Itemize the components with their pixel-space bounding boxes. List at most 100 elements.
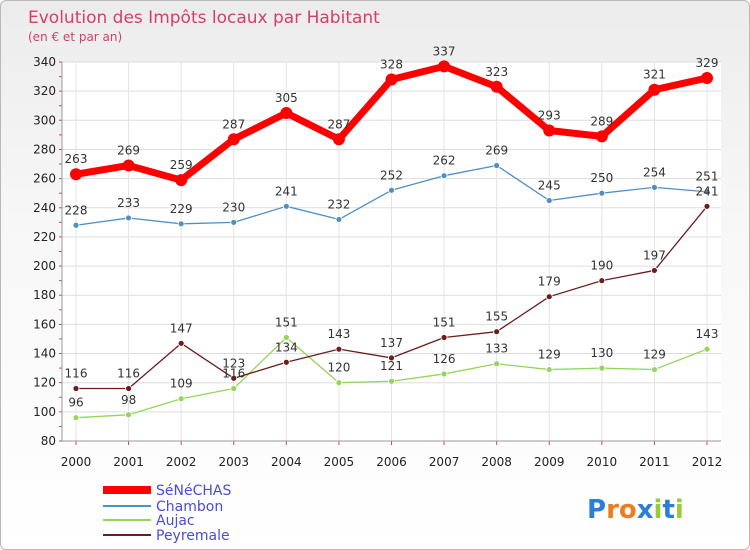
y-tick-label: 160	[33, 317, 56, 331]
y-tick-label: 120	[33, 376, 56, 390]
series-point-1	[335, 216, 343, 223]
data-label-1: 269	[485, 143, 508, 157]
legend-label-2: Aujac	[156, 513, 195, 529]
x-tick-label: 2011	[639, 455, 670, 469]
logo-letter: P	[587, 495, 606, 525]
series-point-1	[703, 188, 711, 196]
series-point-3	[493, 328, 501, 336]
data-label-1: 245	[538, 178, 561, 192]
data-label-0: 323	[485, 65, 508, 79]
data-label-3: 155	[485, 310, 508, 324]
x-tick-label: 2001	[113, 455, 144, 469]
series-point-2	[230, 385, 238, 392]
data-label-3: 179	[538, 275, 561, 289]
series-group	[70, 60, 713, 422]
data-label-0: 321	[643, 68, 666, 82]
data-label-3: 241	[696, 184, 719, 198]
x-tick-label: 2005	[324, 455, 355, 469]
series-point-3	[230, 374, 238, 382]
y-tick-label: 260	[33, 172, 56, 186]
data-label-1: 233	[117, 196, 140, 210]
data-label-2: 120	[327, 361, 350, 375]
data-label-0: 337	[433, 44, 456, 58]
data-label-2: 96	[68, 396, 83, 410]
y-tick-label: 180	[33, 288, 56, 302]
series-point-3	[651, 267, 658, 274]
series-point-3	[388, 354, 395, 362]
series-point-0	[280, 107, 293, 120]
series-point-0	[175, 174, 188, 187]
data-label-0: 287	[222, 117, 245, 131]
series-point-3	[440, 334, 448, 341]
series-point-0	[701, 72, 713, 85]
series-point-3	[72, 385, 80, 392]
series-point-1	[125, 214, 132, 222]
series-point-3	[282, 358, 290, 366]
series-point-0	[227, 133, 240, 146]
data-label-0: 269	[117, 143, 140, 157]
series-point-2	[598, 364, 606, 372]
data-label-1: 228	[65, 203, 88, 217]
series-point-1	[282, 202, 290, 210]
y-tick-label: 220	[33, 230, 56, 244]
data-label-3: 137	[380, 336, 403, 350]
logo-letter: r	[606, 495, 619, 525]
logo-letter: i	[675, 495, 684, 525]
series-point-2	[440, 370, 448, 378]
data-label-3: 197	[643, 248, 666, 262]
series-point-1	[493, 162, 501, 169]
x-tick-label: 2000	[61, 455, 92, 469]
data-label-2: 116	[222, 367, 245, 381]
y-tick-label: 340	[33, 55, 56, 69]
series-point-0	[648, 83, 661, 96]
y-tick-label: 100	[33, 405, 56, 419]
series-point-2	[177, 395, 185, 403]
data-label-3: 190	[590, 259, 613, 273]
series-point-1	[545, 197, 553, 204]
data-label-2: 129	[538, 348, 561, 362]
series-point-1	[230, 218, 238, 226]
data-label-1: 251	[696, 170, 719, 184]
data-label-2: 109	[170, 377, 193, 391]
logo-letter: i	[654, 495, 663, 525]
data-label-3: 151	[433, 316, 456, 330]
series-point-3	[125, 385, 132, 392]
data-label-3: 116	[65, 367, 88, 381]
series-point-0	[385, 73, 398, 86]
data-label-0: 259	[170, 158, 193, 172]
series-point-2	[651, 366, 658, 373]
series-point-2	[545, 366, 553, 373]
y-tick-label: 80	[41, 434, 56, 448]
x-tick-label: 2004	[271, 455, 302, 469]
series-point-0	[595, 130, 608, 143]
series-point-1	[440, 172, 448, 180]
data-label-2: 126	[433, 352, 456, 366]
y-tick-label: 140	[33, 347, 56, 361]
data-label-2: 143	[696, 327, 719, 341]
y-tick-label: 240	[33, 201, 56, 215]
data-label-3: 116	[117, 367, 140, 381]
data-label-0: 305	[275, 91, 298, 105]
data-label-0: 287	[327, 117, 350, 131]
x-tick-label: 2012	[692, 455, 723, 469]
legend-label-3: Peyremale	[156, 528, 230, 544]
data-label-3: 147	[170, 321, 193, 335]
series-point-3	[335, 345, 343, 353]
series-point-2	[493, 360, 501, 368]
series-point-2	[335, 379, 343, 387]
y-tick-label: 280	[33, 142, 56, 156]
series-point-0	[543, 124, 556, 137]
y-tick-label: 320	[33, 84, 56, 98]
data-label-0: 328	[380, 57, 403, 71]
series-point-1	[651, 183, 658, 191]
logo-letter: o	[619, 495, 637, 525]
x-tick-label: 2003	[218, 455, 249, 469]
data-label-1: 250	[590, 171, 613, 185]
data-label-0: 293	[538, 109, 561, 123]
series-point-3	[177, 339, 185, 347]
data-label-1: 229	[170, 202, 193, 216]
legend-label-1: Chambon	[156, 499, 223, 515]
data-label-2: 130	[590, 346, 613, 360]
